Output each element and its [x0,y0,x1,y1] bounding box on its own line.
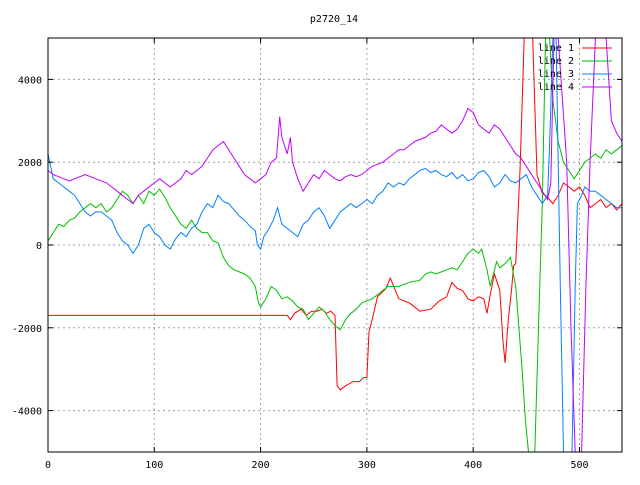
x-tick-label: 100 [145,460,163,471]
y-tick-label: -2000 [12,324,42,335]
grid [48,38,622,452]
legend-label: line 1 [538,43,574,54]
legend-label: line 2 [538,56,574,67]
x-tick-label: 0 [45,460,51,471]
x-tick-label: 400 [464,460,482,471]
y-tick-label: 0 [36,241,42,252]
y-tick-label: 4000 [18,75,42,86]
y-tick-label: 2000 [18,158,42,169]
x-tick-label: 500 [570,460,588,471]
legend: line 1 line 2 line 3 line 4 [538,43,612,93]
series-layer [48,38,622,452]
y-tick-label: -4000 [12,407,42,418]
chart-title: p2720_14 [310,14,358,25]
series-line-4 [48,38,622,452]
series-line-1 [48,38,622,391]
axis-ticks: 0 100 200 300 400 500 -4000 -2000 0 2000 4000 [12,38,622,471]
x-tick-label: 200 [252,460,270,471]
legend-label: line 4 [538,82,574,93]
series-line-3 [48,38,622,452]
series-line-2 [48,38,622,452]
legend-label: line 3 [538,69,574,80]
x-tick-label: 300 [358,460,376,471]
